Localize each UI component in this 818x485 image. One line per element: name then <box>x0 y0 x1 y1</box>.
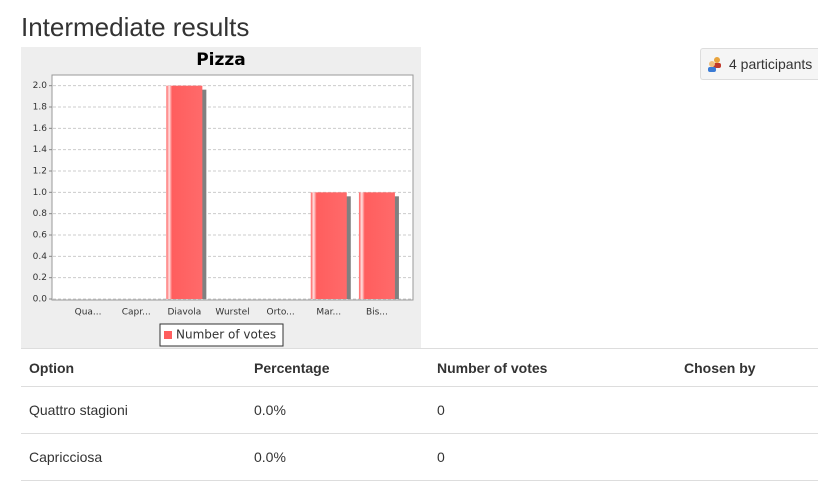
table-body: Quattro stagioni 0.0% 0 Capricciosa 0.0% 0 <box>21 386 818 481</box>
y-tick-label: 0.8 <box>33 209 48 219</box>
table-cell: 0.0% <box>246 433 429 481</box>
header-row: Option Percentage Number of votes Chosen by <box>21 348 818 387</box>
y-tick-label: 0.6 <box>33 231 48 241</box>
x-tick-label: Mar... <box>316 308 341 318</box>
participants-button[interactable]: 4 participants <box>700 48 818 80</box>
x-tick-label: Wurstel <box>215 308 249 318</box>
column-header: Percentage <box>246 348 429 387</box>
table-cell: 0 <box>429 433 676 481</box>
y-tick-label: 1.6 <box>33 124 48 134</box>
page-title: Intermediate results <box>21 12 250 42</box>
table-cell: 0 <box>429 386 676 434</box>
column-header: Number of votes <box>429 348 676 387</box>
y-tick-label: 1.2 <box>33 167 47 177</box>
x-tick-label: Diavola <box>167 308 201 318</box>
table-cell <box>676 433 818 481</box>
legend: Number of votes <box>159 323 284 347</box>
results-table: Option Percentage Number of votes Chosen by… <box>21 348 818 481</box>
bar <box>310 192 347 299</box>
y-tick-label: 0.4 <box>33 252 48 262</box>
participants-label: 4 participants <box>729 56 813 72</box>
plot-area <box>51 74 414 301</box>
y-tick-label: 1.4 <box>33 145 48 155</box>
y-tick-label: 0.2 <box>33 273 47 283</box>
participants-icon <box>708 57 721 72</box>
legend-box <box>159 323 284 347</box>
y-tick-label: 2.0 <box>33 81 48 91</box>
chart-title: Pizza <box>196 50 246 70</box>
y-tick-label: 1.0 <box>33 188 48 198</box>
x-tick-label: Bis... <box>366 308 388 318</box>
table-row: Quattro stagioni 0.0% 0 <box>21 386 818 434</box>
column-header: Option <box>21 348 246 387</box>
bar <box>358 192 395 299</box>
y-tick-label: 0.0 <box>33 295 48 305</box>
y-tick-label: 1.8 <box>33 103 48 113</box>
legend-label: Number of votes <box>176 328 276 342</box>
column-header: Chosen by <box>676 348 818 387</box>
x-tick-label: Capr... <box>122 308 151 318</box>
table-cell: Quattro stagioni <box>21 386 246 434</box>
table-cell: Capricciosa <box>21 433 246 481</box>
table-cell <box>676 386 818 434</box>
chart: Pizza 0.0 0.2 0.4 0.6 0.8 1.0 1.2 1.4 1.6 1.8 2.0 Q… <box>21 47 421 348</box>
legend-swatch <box>164 331 172 339</box>
x-tick-label: Qua... <box>75 308 102 318</box>
table-cell: 0.0% <box>246 386 429 434</box>
x-tick-label: Orto... <box>267 308 295 318</box>
bar <box>166 85 203 299</box>
table-row: Capricciosa 0.0% 0 <box>21 433 818 481</box>
